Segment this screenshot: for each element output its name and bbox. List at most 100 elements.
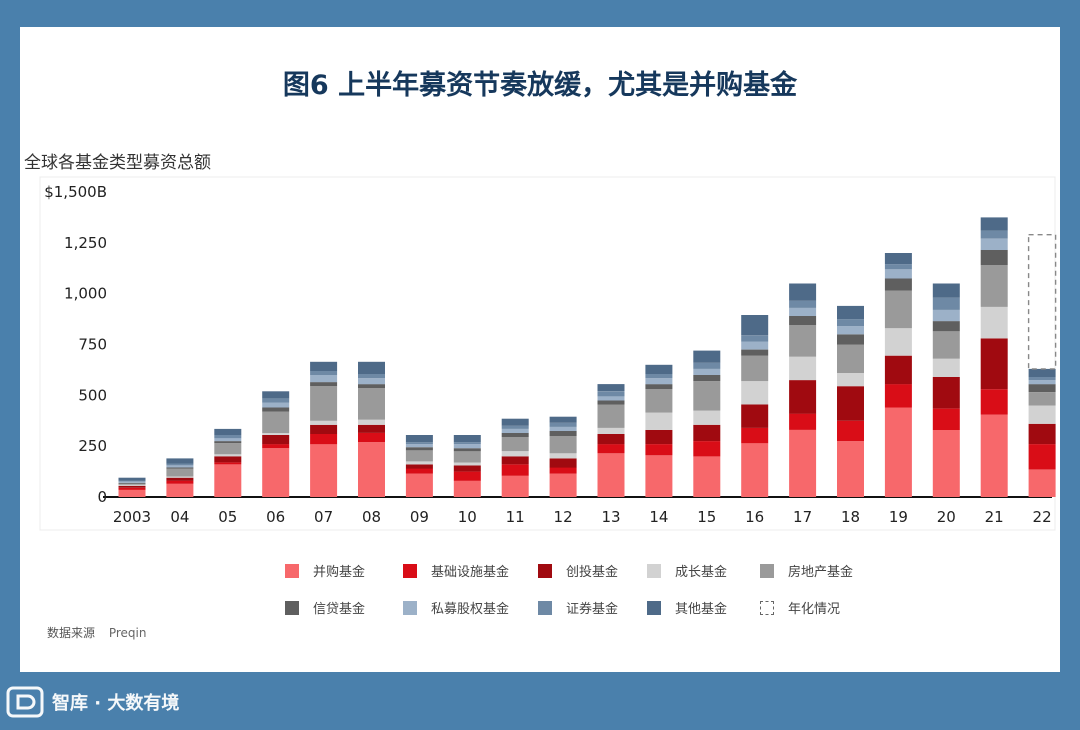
bar-segment xyxy=(884,278,912,291)
bar-segment xyxy=(1028,405,1056,424)
legend-item: 成长基金 xyxy=(647,561,727,580)
legend-label: 信贷基金 xyxy=(313,602,366,617)
bar-segment xyxy=(549,426,577,431)
bar-segment xyxy=(118,489,146,497)
bar-segment xyxy=(597,444,625,454)
bar-segment xyxy=(645,429,673,445)
x-tick-label: 20 xyxy=(937,508,956,526)
bar-segment xyxy=(310,382,338,387)
x-tick-label: 22 xyxy=(1033,508,1052,526)
bar-segment xyxy=(837,386,864,421)
legend-label: 基础设施基金 xyxy=(431,565,510,580)
legend-label: 创投基金 xyxy=(566,565,619,580)
bar-segment xyxy=(501,437,529,452)
bar-segment xyxy=(405,450,433,462)
bar-segment xyxy=(597,396,625,401)
bar-segment xyxy=(549,430,577,436)
bar-segment xyxy=(310,375,338,383)
bar-segment xyxy=(310,444,338,497)
bar-segment xyxy=(789,300,817,308)
bar-segment xyxy=(405,444,433,448)
legend-swatch xyxy=(538,563,552,578)
bar-segment xyxy=(262,391,290,399)
bar-segment xyxy=(214,438,242,442)
bar-segment xyxy=(358,388,385,420)
legend-item: 私募股权基金 xyxy=(403,598,509,617)
bar-segment xyxy=(405,461,433,465)
bar-segment xyxy=(118,477,146,481)
bar-segment xyxy=(214,441,242,444)
bar-segment xyxy=(597,427,625,434)
bar-segment xyxy=(837,305,864,320)
bar-segment xyxy=(741,355,769,382)
x-tick-label: 10 xyxy=(458,508,477,526)
bar-segment xyxy=(453,462,481,466)
bar-segment xyxy=(932,429,960,497)
page-title: 图6 上半年募资节奏放缓，尤其是并购基金 xyxy=(282,70,798,101)
bar-segment xyxy=(310,434,338,445)
bar-segment xyxy=(789,429,817,497)
x-tick-label: 08 xyxy=(362,508,381,526)
bar-segment xyxy=(837,441,864,497)
bar-segment xyxy=(214,462,242,465)
watermark: 智库 · 大数有境 xyxy=(6,680,179,724)
bar-segment xyxy=(405,473,433,497)
bar-segment xyxy=(693,381,721,411)
bar-segment xyxy=(693,368,721,375)
bar-segment xyxy=(1028,384,1056,393)
x-tick-label: 2003 xyxy=(113,508,151,526)
bar-segment xyxy=(837,319,864,327)
bar-segment xyxy=(980,338,1008,390)
bar-segment xyxy=(1028,444,1056,470)
bar-segment xyxy=(453,448,481,452)
bar-segment xyxy=(597,453,625,497)
bar-segment xyxy=(980,265,1008,307)
bar-segment xyxy=(597,384,625,392)
x-tick-label: 21 xyxy=(985,508,1004,526)
bar-segment xyxy=(501,432,529,437)
bar-segment xyxy=(358,374,385,379)
bar-segment xyxy=(597,391,625,397)
chart-subtitle: 全球各基金类型募资总额 xyxy=(24,153,211,173)
bar-segment xyxy=(645,389,673,413)
bar-segment xyxy=(741,427,769,444)
bar-segment xyxy=(741,404,769,428)
bar-segment xyxy=(549,436,577,454)
bar-segment xyxy=(693,350,721,363)
bar-segment xyxy=(980,389,1008,415)
x-tick-label: 13 xyxy=(601,508,620,526)
legend-swatch xyxy=(538,600,552,615)
x-tick-label: 07 xyxy=(314,508,333,526)
bar-segment xyxy=(549,453,577,459)
x-tick-label: 09 xyxy=(410,508,429,526)
bar-segment xyxy=(262,435,290,445)
bar-segment xyxy=(932,377,960,409)
bar-segment xyxy=(214,435,242,439)
bar-segment xyxy=(837,334,864,345)
x-tick-label: 18 xyxy=(841,508,860,526)
bar-segment xyxy=(549,467,577,474)
bar-segment xyxy=(597,404,625,428)
legend-label: 并购基金 xyxy=(313,565,366,580)
bar-segment xyxy=(166,483,194,497)
bar-segment xyxy=(980,414,1008,497)
bar-segment xyxy=(884,407,912,497)
bar-segment xyxy=(693,456,721,497)
bar-segment xyxy=(501,451,529,457)
bar-segment xyxy=(453,471,481,481)
bar-segment xyxy=(597,400,625,405)
bar-segment xyxy=(1028,469,1056,497)
legend-swatch xyxy=(285,563,299,578)
bar-segment xyxy=(166,477,194,481)
bar-segment xyxy=(166,467,194,469)
bar-segment xyxy=(118,487,146,490)
legend-swatch xyxy=(403,563,417,578)
x-tick-label: 14 xyxy=(649,508,668,526)
bar-segment xyxy=(1028,368,1056,377)
bar-segment xyxy=(310,424,338,434)
legend-label: 其他基金 xyxy=(675,602,728,617)
bar-segment xyxy=(501,428,529,433)
bar-segment xyxy=(501,464,529,476)
bar-segment xyxy=(1028,423,1056,445)
bar-segment xyxy=(262,444,290,449)
